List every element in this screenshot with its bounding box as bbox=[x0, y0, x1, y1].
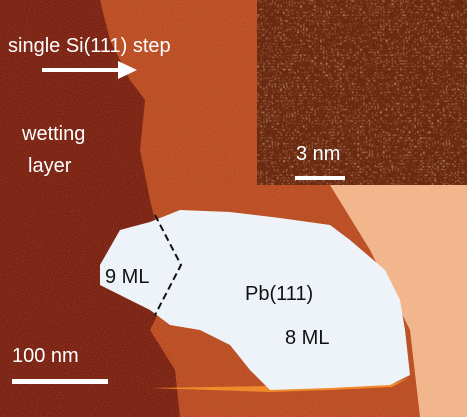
inset-atoms bbox=[257, 0, 467, 185]
island-edge-label: 9 ML bbox=[105, 266, 149, 288]
inset-scale-bar bbox=[295, 176, 345, 180]
island-height-label: 8 ML bbox=[285, 327, 329, 349]
inset-scale-label: 3 nm bbox=[296, 143, 340, 165]
stm-image: 3 nm single Si(111) step wetting layer 9… bbox=[0, 0, 467, 417]
main-scale-bar bbox=[12, 379, 108, 384]
step-label: single Si(111) step bbox=[8, 35, 171, 57]
inset: 3 nm bbox=[257, 0, 467, 185]
main-scale-label: 100 nm bbox=[12, 345, 79, 367]
wetting-label: wetting bbox=[21, 123, 85, 145]
island-name-label: Pb(111) bbox=[245, 283, 313, 305]
wetting-label: layer bbox=[28, 155, 72, 177]
